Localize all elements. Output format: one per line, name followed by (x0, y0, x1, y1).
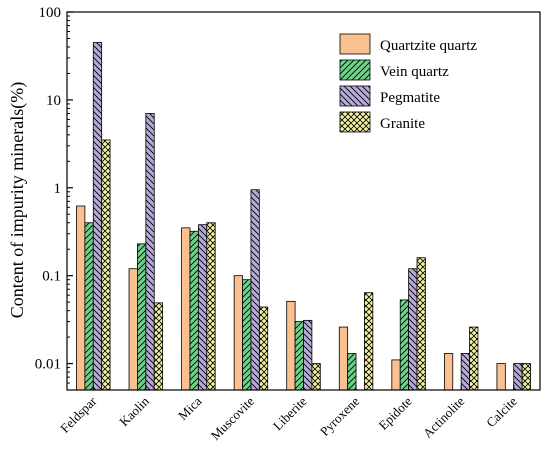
legend-label: Pegmatite (380, 90, 440, 106)
bar-vein-quartz (189, 230, 199, 391)
legend-label: Vein quartz (380, 64, 449, 80)
bar-vein-quartz (137, 243, 147, 391)
bar-vein-quartz (294, 321, 304, 391)
bar-quartzite-quartz (128, 268, 138, 391)
bar-granite (258, 306, 269, 391)
y-tick-label: 100 (39, 5, 62, 21)
bar-granite (521, 363, 531, 391)
bar-granite (416, 257, 426, 391)
bar-quartzite-quartz (391, 359, 401, 391)
bar-quartzite-quartz (233, 275, 243, 391)
bar-quartzite-quartz (338, 326, 349, 391)
x-tick-label: Calcite (483, 393, 520, 430)
legend-swatch-pegmatite (339, 85, 371, 107)
x-tick-label: Liberite (270, 393, 310, 433)
bar-vein-quartz (347, 353, 357, 391)
bar-granite (364, 292, 374, 391)
legend-label: Granite (380, 116, 425, 132)
bar-vein-quartz (399, 299, 410, 391)
bar-granite (469, 326, 479, 391)
bar-pegmatite (92, 42, 103, 391)
legend-swatch-vein-quartz (339, 59, 371, 81)
legend: Quartzite quartz Vein quartz Pegmatite Gran… (339, 33, 477, 133)
bar-pegmatite (513, 363, 523, 391)
bar-pegmatite (250, 189, 260, 391)
bar-granite (153, 302, 164, 391)
x-tick-label: Actinolite (420, 393, 468, 441)
y-tick-label: 0.1 (42, 269, 61, 285)
y-tick-label: 1 (54, 181, 62, 197)
x-tick-label: Kaolin (116, 393, 152, 429)
bar-pegmatite (145, 113, 155, 391)
x-tick-label: Feldspar (57, 393, 100, 436)
bar-vein-quartz (84, 222, 94, 391)
x-axis: Feldspar Kaolin Mica Muscovite Liberite Pyrox… (57, 385, 520, 443)
legend-swatch-granite (339, 111, 371, 133)
bar-pegmatite (460, 353, 470, 391)
bar-pegmatite (408, 268, 418, 391)
y-axis-label: Content of impurity minerals(%) (7, 82, 28, 318)
bar-granite (101, 139, 111, 391)
x-tick-label: Muscovite (208, 393, 258, 443)
bar-pegmatite (303, 319, 313, 391)
bar-quartzite-quartz (286, 300, 296, 391)
bar-quartzite-quartz (76, 205, 86, 391)
bar-quartzite-quartz (443, 353, 454, 391)
bars-layer (76, 42, 531, 391)
x-tick-label: Mica (175, 393, 205, 423)
bar-quartzite-quartz (496, 363, 506, 391)
bar-granite (311, 363, 321, 391)
legend-label: Quartzite quartz (380, 38, 477, 54)
y-axis: 0.01 0.1 1 10 100 (35, 5, 73, 391)
bar-pegmatite (197, 224, 208, 391)
bar-granite (206, 222, 216, 391)
bar-quartzite-quartz (181, 227, 191, 391)
y-tick-label: 10 (46, 93, 61, 109)
y-tick-label: 0.01 (35, 357, 61, 373)
x-tick-label: Epidote (376, 393, 415, 432)
bar-vein-quartz (242, 279, 252, 391)
legend-swatch-quartzite-quartz (339, 33, 371, 55)
x-tick-label: Pyroxene (317, 393, 362, 438)
